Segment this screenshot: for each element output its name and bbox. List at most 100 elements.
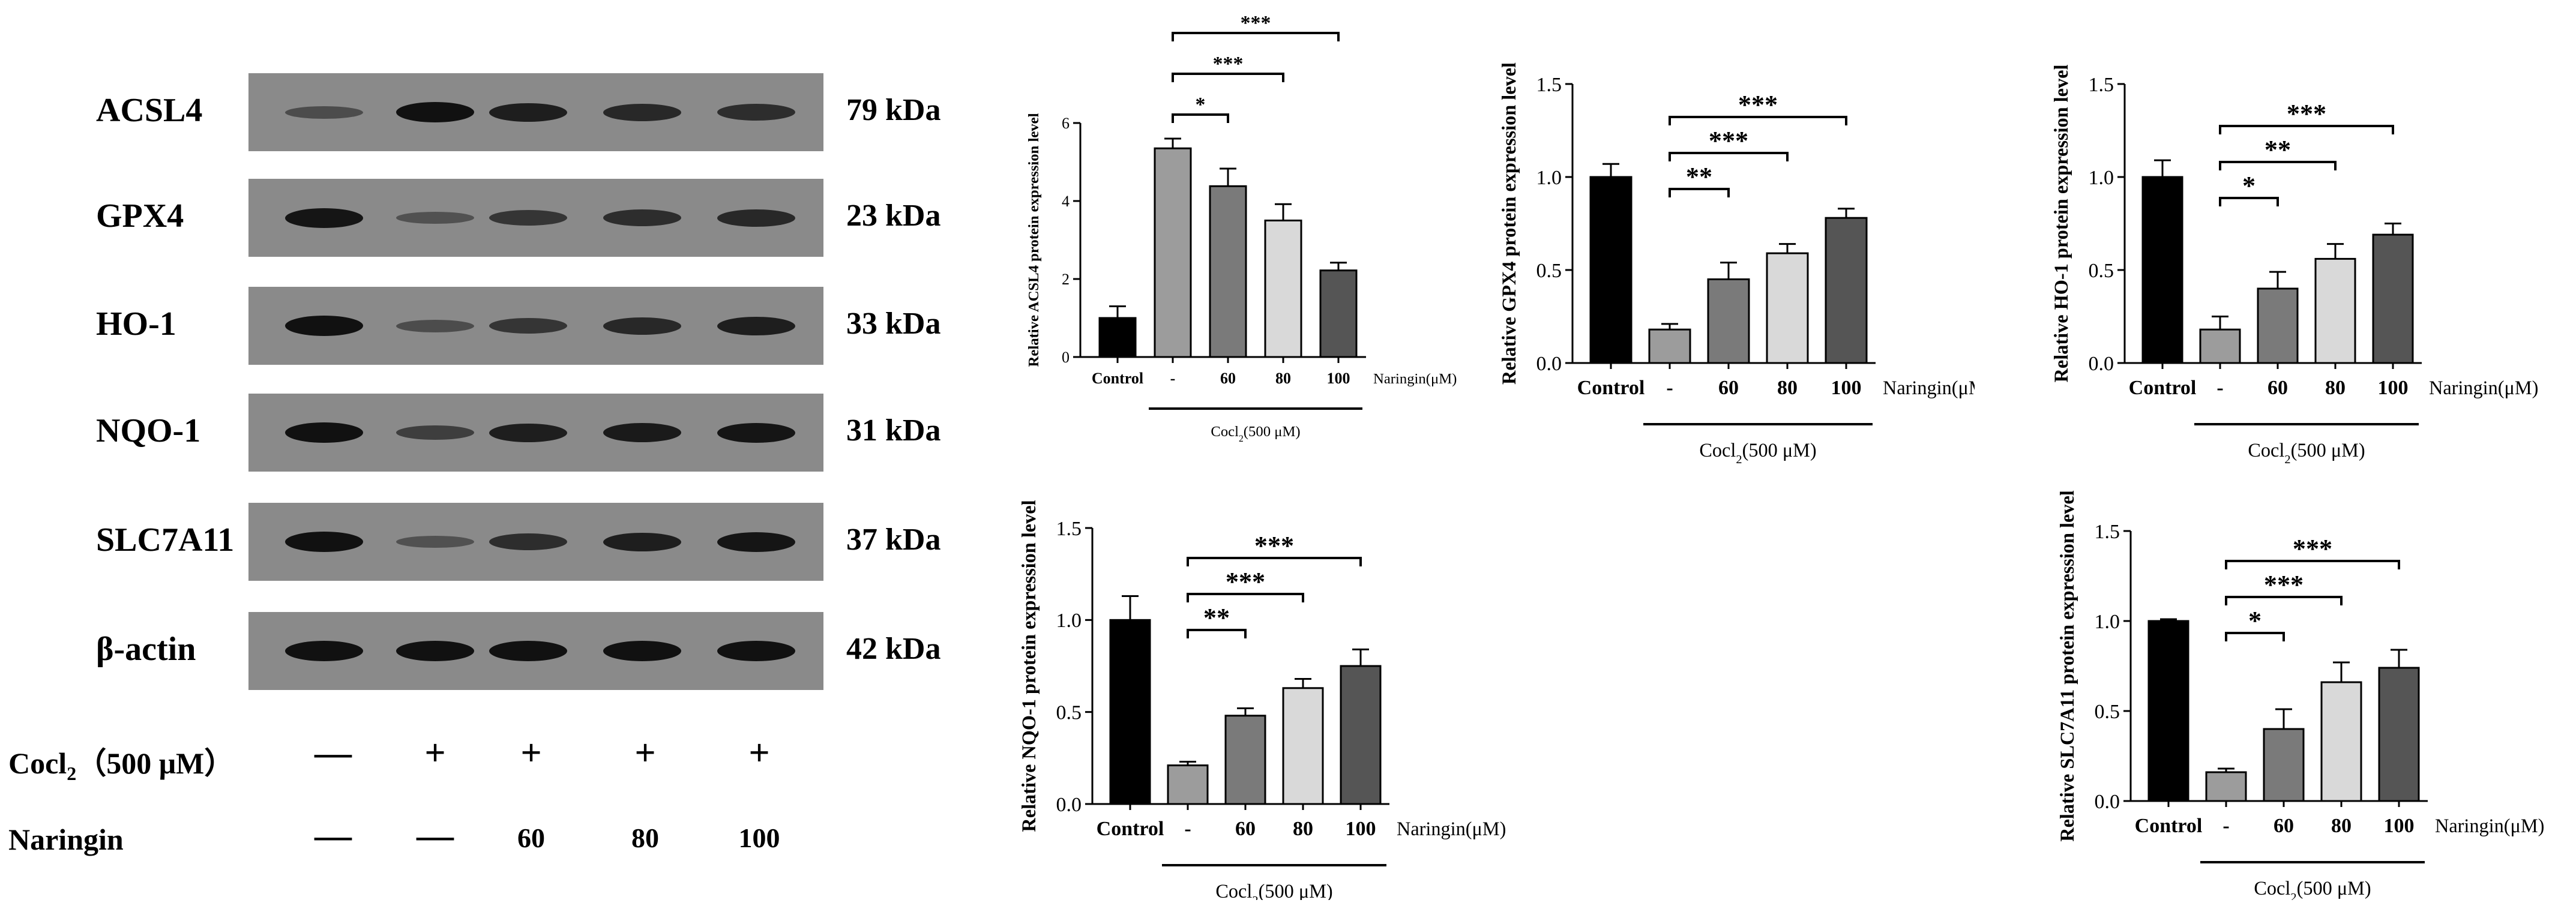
x-tick-label: 60 [1235, 818, 1256, 840]
blot-strip-2 [248, 287, 823, 365]
naringin-value: 80 [631, 823, 659, 853]
y-tick-label: 0.0 [2089, 353, 2114, 375]
blot-strip-0 [248, 73, 823, 151]
naringin-value: — [417, 815, 454, 856]
y-tick-label: 1.5 [2089, 74, 2114, 96]
x-tick-label: 80 [2325, 377, 2346, 399]
significance-bracket [1187, 629, 1247, 638]
significance-bracket [1172, 73, 1284, 82]
blot-band [489, 533, 567, 550]
group-label: Cocl2(500 μM) [1699, 439, 1816, 466]
blot-strip-1 [248, 179, 823, 257]
x-axis-title: Naringin(μM) [1397, 818, 1506, 839]
bar-- [1167, 764, 1209, 805]
significance-label: *** [1709, 126, 1748, 155]
significance-label: *** [1738, 90, 1778, 119]
x-tick-label: Control [1577, 377, 1645, 399]
y-tick-label: 1.0 [1056, 610, 1082, 632]
blot-band [603, 641, 681, 661]
bar-100 [1340, 665, 1382, 805]
chart-slc7a11: 0.0 0.5 1.0 1.5 Relative SLC7A11 protein exp… [2053, 462, 2569, 903]
x-tick-label: 80 [1777, 377, 1798, 399]
blot-band [396, 425, 474, 440]
significance-bracket [2219, 161, 2337, 170]
x-tick-label: 100 [2384, 815, 2415, 837]
blot-band [717, 316, 795, 335]
blot-band [285, 208, 363, 228]
y-tick-label: 1.0 [2089, 167, 2114, 189]
significance-bracket [1669, 116, 1847, 125]
naringin-value: — [314, 815, 352, 856]
blot-label-3: NQO-1 [96, 412, 201, 449]
significance-bracket [1669, 152, 1789, 161]
significance-label: *** [1241, 12, 1271, 34]
blot-band [396, 212, 474, 224]
x-tick-label: 60 [2274, 815, 2294, 837]
x-tick-label: - [2222, 815, 2229, 837]
blot-band [603, 317, 681, 335]
x-tick-label: 80 [2331, 815, 2352, 837]
bar-100 [2372, 233, 2414, 364]
blot-band [396, 102, 474, 122]
blot-label-4: SLC7A11 [96, 521, 235, 559]
blot-label-2: HO-1 [96, 305, 176, 343]
significance-bracket [1669, 188, 1730, 197]
blot-band [489, 210, 567, 226]
x-tick-label: 80 [1275, 370, 1291, 387]
significance-label: * [2248, 606, 2262, 635]
x-tick-label: 100 [1346, 818, 1376, 840]
x-tick-label: Control [2135, 815, 2203, 837]
blot-kda-0: 79 kDa [846, 93, 941, 127]
x-tick-label: 60 [1718, 377, 1739, 399]
y-tick-label: 1.5 [1056, 518, 1082, 540]
x-tick-label: 100 [1327, 370, 1350, 387]
significance-label: *** [1226, 567, 1265, 596]
bar-Control [2147, 620, 2189, 802]
significance-bracket [1187, 557, 1362, 566]
chart-ho1: 0.0 0.5 1.0 1.5 Relative HO-1 protein expres… [2050, 18, 2569, 474]
y-tick-label: 0.0 [1536, 353, 1562, 375]
group-label: Cocl2(500 μM) [1211, 424, 1300, 444]
significance-bracket [2219, 125, 2394, 134]
y-tick-label: 0.5 [2089, 260, 2114, 282]
significance-label: * [2242, 171, 2256, 200]
blot-band [396, 536, 474, 548]
significance-label: ** [1203, 603, 1230, 632]
y-tick-label: 6 [1062, 115, 1070, 132]
blot-band [396, 641, 474, 661]
y-axis-title: Relative HO-1 protein expression level [2053, 65, 2072, 383]
bar-60 [2263, 728, 2305, 802]
significance-label: *** [1213, 53, 1244, 75]
bar-80 [1766, 252, 1809, 364]
y-tick-label: 0.5 [1536, 260, 1562, 282]
significance-bracket [1172, 113, 1229, 123]
y-tick-label: 0.0 [1056, 794, 1082, 816]
significance-bracket [2225, 560, 2400, 569]
significance-bracket [2225, 596, 2343, 605]
x-axis-title: Naringin(μM) [1373, 371, 1457, 387]
blot-band [717, 209, 795, 227]
blot-band [285, 532, 363, 552]
blot-strip-3 [248, 394, 823, 472]
x-tick-label: Control [1097, 818, 1164, 840]
blot-band [717, 104, 795, 121]
significance-label: *** [2287, 99, 2326, 128]
y-tick-label: 1.0 [2095, 611, 2120, 633]
chart-nqo1: 0.0 0.5 1.0 1.5 Relative NQO-1 protein expre… [1014, 468, 1530, 903]
y-tick-label: 1.5 [2095, 521, 2120, 543]
y-tick-label: 1.5 [1536, 74, 1562, 96]
significance-bracket [2219, 197, 2279, 206]
bar-- [1648, 328, 1691, 364]
y-tick-label: 0.5 [2095, 701, 2120, 723]
bar-80 [2320, 681, 2362, 802]
blot-band [603, 103, 681, 121]
group-label: Cocl2(500 μM) [2254, 877, 2371, 900]
x-tick-label: 100 [1831, 377, 1862, 399]
cocl2-value: + [634, 733, 656, 773]
significance-bracket [1172, 32, 1340, 41]
western-blot-panel: ACSL4 79 kDa GPX4 23 kDa HO-1 33 kDa NQO-1 31 k… [0, 0, 990, 902]
blot-band [717, 641, 795, 661]
blot-band [717, 422, 795, 443]
blot-kda-4: 37 kDa [846, 523, 941, 557]
bar-- [2205, 771, 2247, 802]
